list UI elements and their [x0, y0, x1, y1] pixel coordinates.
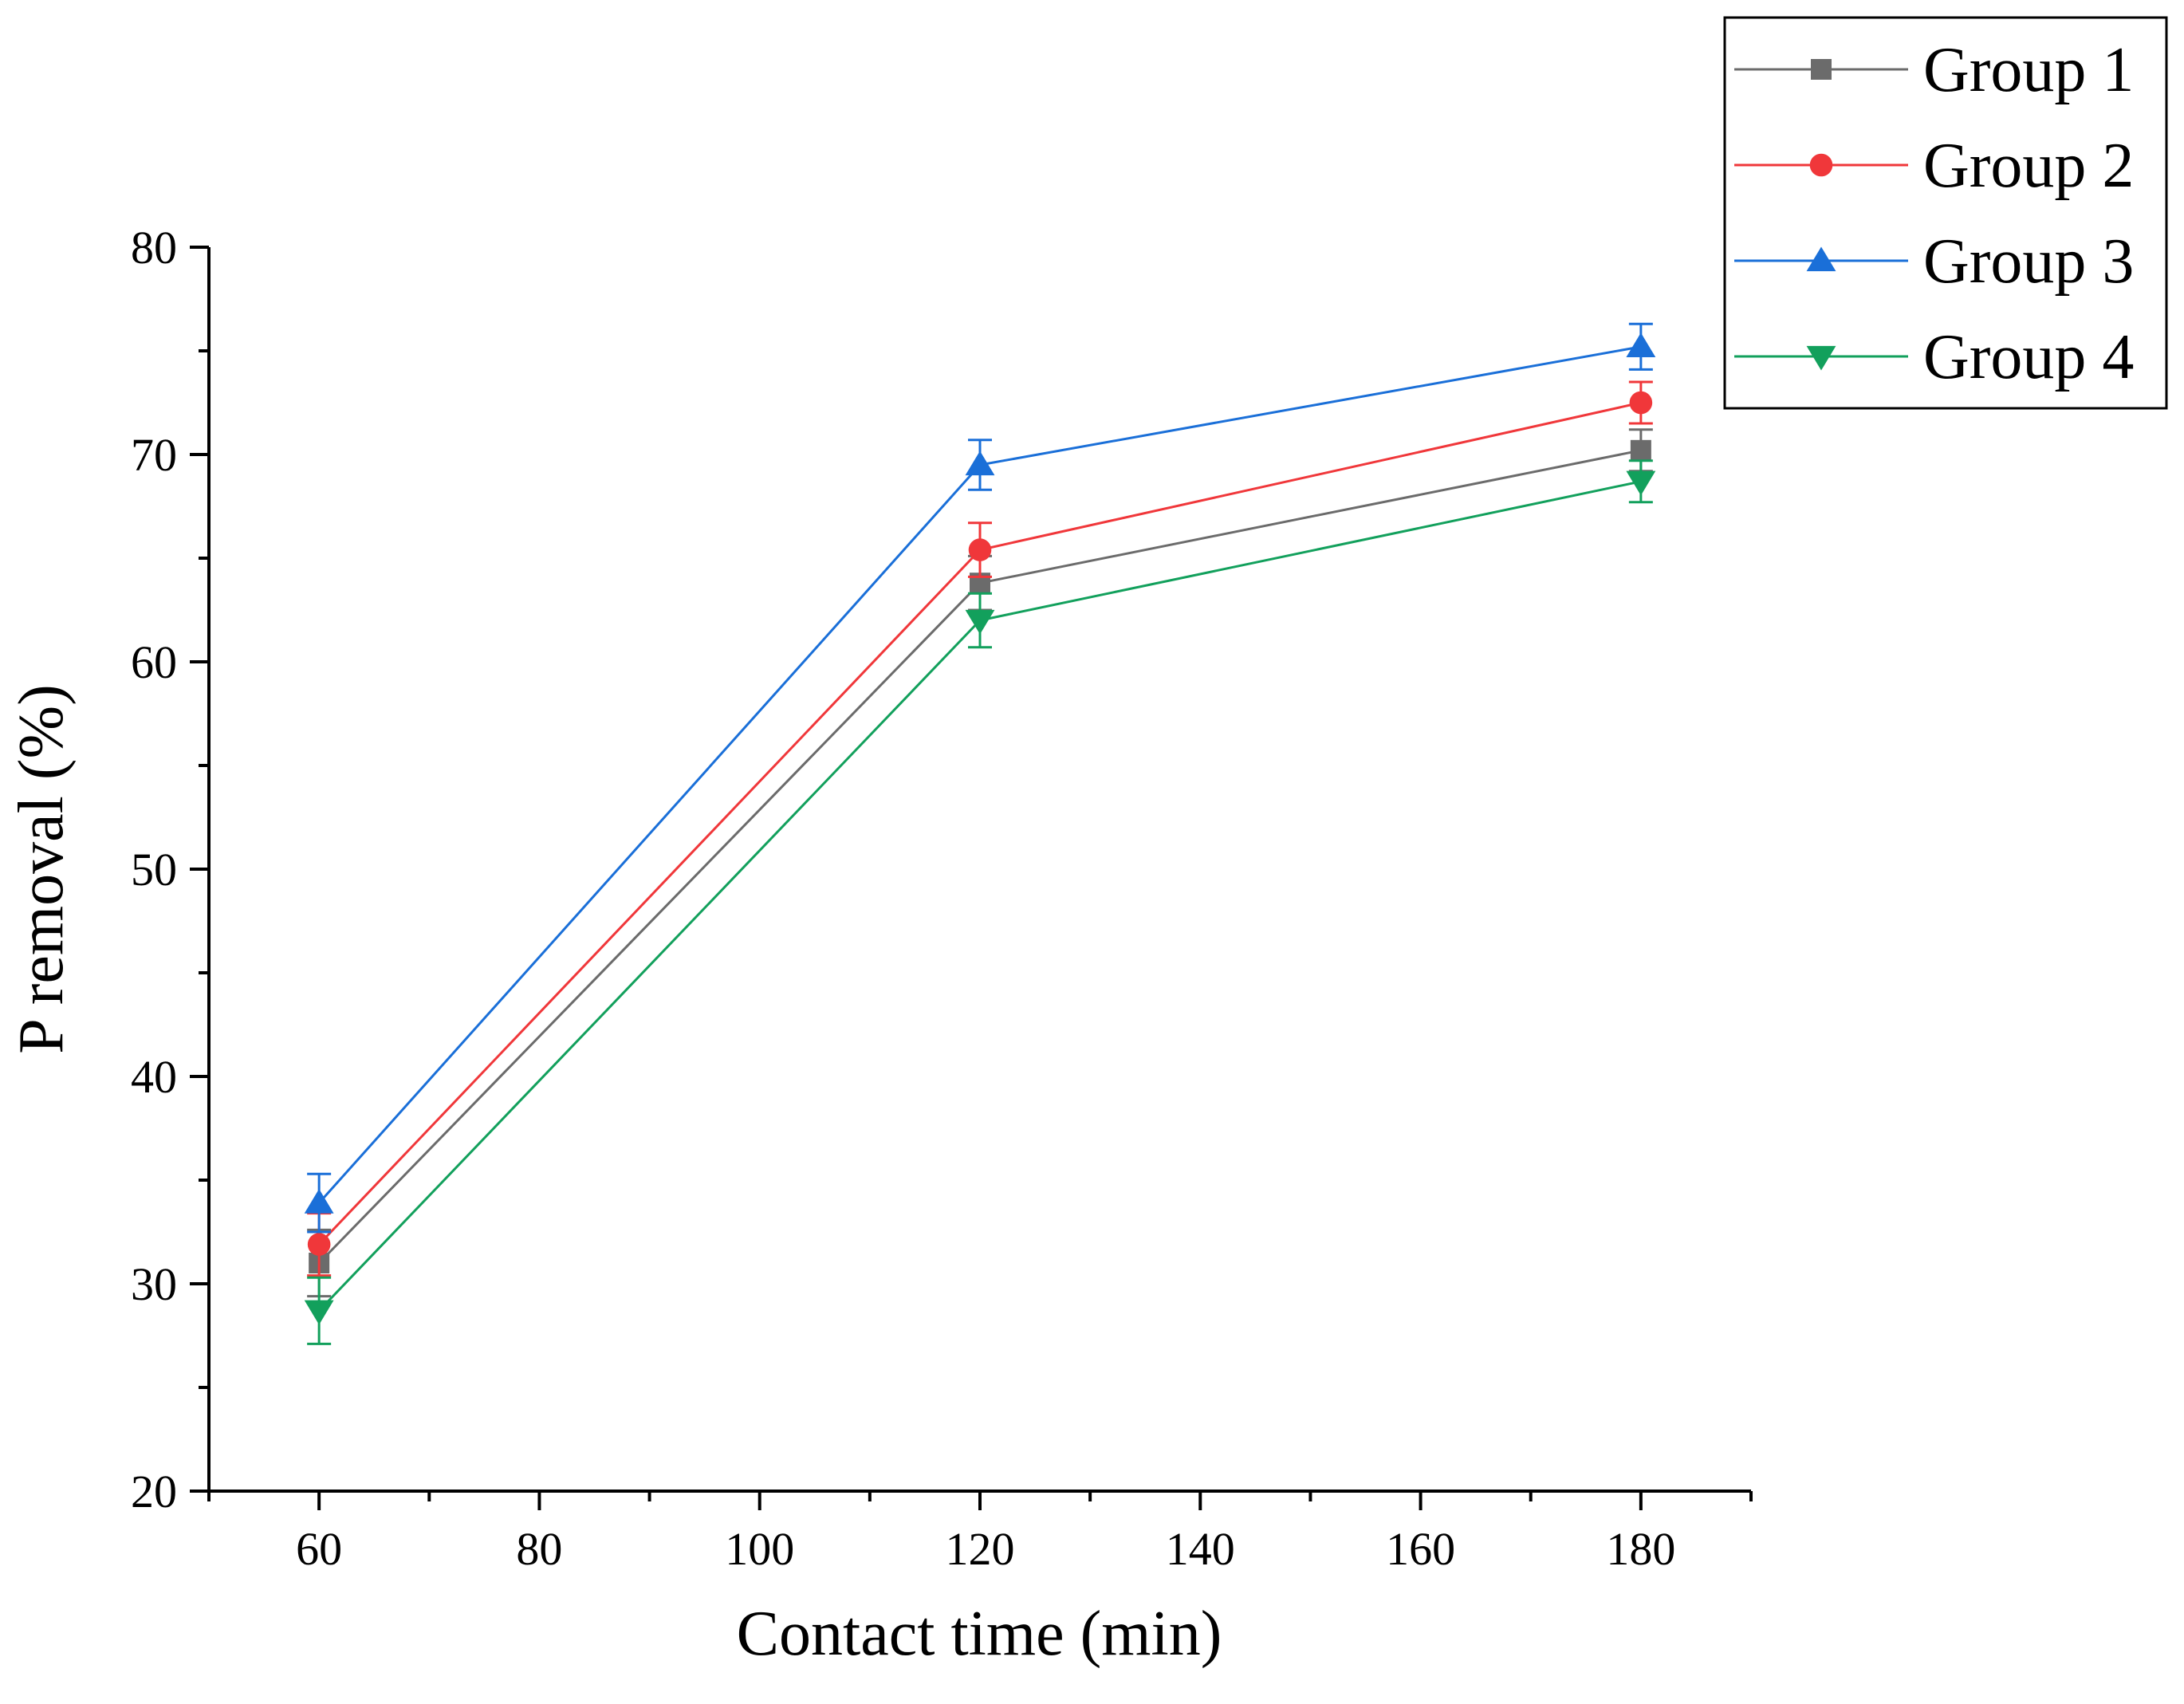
x-tick-label: 60: [296, 1523, 342, 1575]
legend-marker: [1806, 246, 1836, 272]
legend-item: Group 3: [1734, 226, 2134, 297]
data-point: [304, 1189, 334, 1214]
data-point: [1629, 391, 1653, 415]
series-group-3: [304, 322, 1656, 1234]
data-point: [1626, 333, 1656, 357]
legend-marker: [1809, 153, 1833, 177]
data-point: [965, 609, 995, 635]
y-tick-label: 30: [131, 1258, 177, 1310]
y-tick-label: 20: [131, 1466, 177, 1517]
y-tick-label: 80: [131, 222, 177, 274]
x-axis-title: Contact time (min): [737, 1599, 1222, 1669]
series-layer: [304, 322, 1656, 1345]
series-group-2: [307, 380, 1653, 1277]
legend-box: [1723, 16, 2168, 410]
legend-item: Group 1: [1734, 35, 2134, 105]
legend: Group 1 Group 2 Group 3 Group 4: [1723, 16, 2168, 410]
legend-marker: [1806, 345, 1836, 371]
y-tick-label: 70: [131, 429, 177, 481]
x-tick-label: 80: [516, 1523, 562, 1575]
x-tick-label: 180: [1606, 1523, 1675, 1575]
axes-layer: 20 30 40 50 60 70 80 60 80 100 120 140 160 180: [131, 222, 1753, 1575]
data-point: [1630, 439, 1651, 461]
data-point: [1626, 470, 1656, 496]
x-tick-label: 120: [946, 1523, 1015, 1575]
legend-label: Group 2: [1923, 131, 2134, 201]
legend-item: Group 2: [1734, 131, 2134, 201]
series-group-4: [304, 459, 1656, 1345]
legend-label: Group 4: [1923, 322, 2134, 392]
data-point: [307, 1233, 331, 1256]
data-point: [968, 538, 992, 561]
y-tick-label: 60: [131, 636, 177, 688]
data-point: [965, 451, 995, 476]
legend-label: Group 1: [1923, 35, 2134, 105]
x-tick-label: 160: [1386, 1523, 1455, 1575]
legend-marker: [1811, 59, 1832, 80]
y-tick-label: 40: [131, 1051, 177, 1103]
x-tick-label: 140: [1166, 1523, 1235, 1575]
x-tick-label: 100: [725, 1523, 794, 1575]
data-point: [304, 1300, 334, 1325]
y-axis-title: P removal (%): [6, 684, 77, 1054]
y-tick-label: 50: [131, 844, 177, 895]
legend-label: Group 3: [1923, 226, 2134, 297]
legend-item: Group 4: [1734, 322, 2134, 392]
